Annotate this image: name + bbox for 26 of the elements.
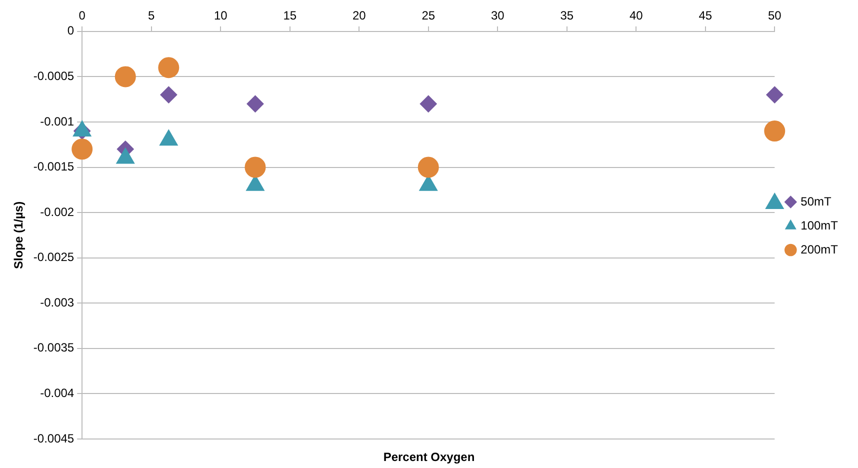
legend-label: 200mT bbox=[800, 242, 839, 256]
x-tick-label: 50 bbox=[768, 8, 782, 23]
x-tick-label: 30 bbox=[490, 8, 505, 23]
y-tick-label: -0.0035 bbox=[33, 340, 74, 355]
y-tick-label: -0.003 bbox=[40, 295, 74, 310]
x-tick-label: 0 bbox=[78, 8, 86, 23]
x-tick-label: 5 bbox=[148, 8, 156, 23]
y-tick-label: -0.0005 bbox=[33, 69, 74, 83]
x-tick-label: 15 bbox=[283, 8, 297, 23]
legend-label: 50mT bbox=[800, 194, 832, 208]
y-tick-label: 0 bbox=[67, 24, 74, 38]
x-tick-label: 45 bbox=[698, 8, 712, 23]
y-tick-label: -0.002 bbox=[40, 204, 74, 219]
y-axis-title: Slope (1/µs) bbox=[12, 201, 26, 269]
y-tick-label: -0.001 bbox=[40, 114, 74, 128]
x-tick-label: 20 bbox=[352, 8, 366, 23]
x-tick-label: 25 bbox=[422, 8, 436, 23]
x-tick-label: 10 bbox=[214, 8, 228, 23]
x-axis-title: Percent Oxygen bbox=[382, 450, 476, 464]
y-tick-label: -0.0015 bbox=[33, 160, 74, 174]
x-tick-label: 35 bbox=[560, 8, 574, 23]
x-tick-label: 40 bbox=[629, 8, 644, 23]
legend-label: 100mT bbox=[800, 218, 839, 232]
y-tick-label: -0.0025 bbox=[33, 250, 74, 264]
y-tick-label: -0.004 bbox=[40, 386, 74, 400]
y-tick-label: -0.0045 bbox=[33, 431, 74, 446]
